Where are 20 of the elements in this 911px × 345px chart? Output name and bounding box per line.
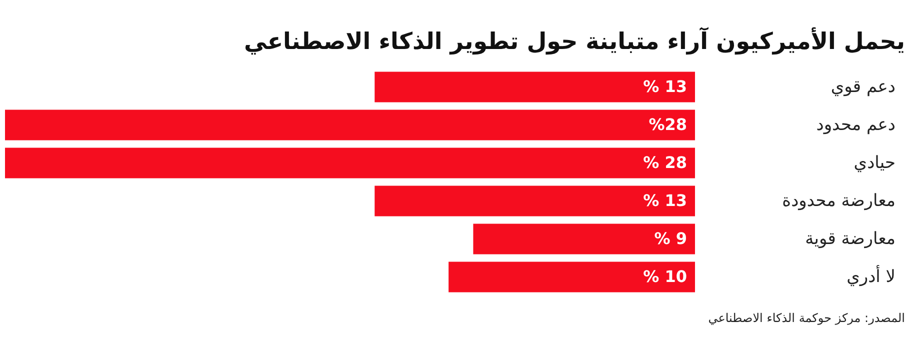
y-tick-label: دعم قوي — [830, 77, 896, 97]
bar — [374, 186, 695, 216]
y-tick-label: معارضة قوية — [805, 229, 896, 249]
data-label: % 13 — [643, 77, 687, 96]
bar — [5, 148, 695, 178]
y-tick-label: لا أدري — [846, 265, 896, 287]
bar — [5, 110, 695, 140]
data-label: %28 — [648, 115, 687, 134]
y-tick-label: حيادي — [854, 153, 896, 173]
chart-title: يحمل الأميركيون آراء متباينة حول تطوير الذكاء الاصطناعي — [244, 27, 905, 55]
bar — [374, 72, 695, 102]
data-label: % 28 — [643, 153, 687, 172]
data-label: % 13 — [643, 191, 687, 210]
text: المصدر: مركز حوكمة الذكاء الاصطناعي — [708, 311, 905, 325]
y-tick-label: دعم محدود — [816, 115, 896, 135]
y-tick-label: معارضة محدودة — [782, 191, 896, 211]
data-label: % 10 — [643, 267, 687, 286]
data-label: % 9 — [654, 229, 687, 248]
bar — [473, 224, 695, 254]
bar — [448, 262, 695, 292]
